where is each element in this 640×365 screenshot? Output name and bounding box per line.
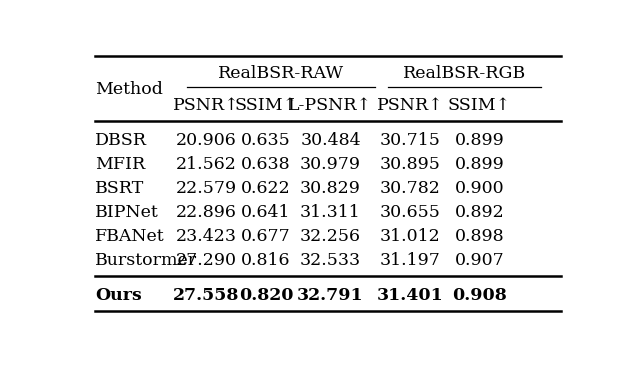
- Text: 22.896: 22.896: [176, 204, 237, 221]
- Text: 22.579: 22.579: [176, 180, 237, 197]
- Text: 23.423: 23.423: [176, 228, 237, 245]
- Text: SSIM↑: SSIM↑: [234, 97, 298, 114]
- Text: 27.290: 27.290: [176, 252, 237, 269]
- Text: L-PSNR↑: L-PSNR↑: [289, 97, 372, 114]
- Text: PSNR↑: PSNR↑: [173, 97, 240, 114]
- Text: 31.401: 31.401: [376, 287, 444, 304]
- Text: BIPNet: BIPNet: [95, 204, 159, 221]
- Text: RealBSR-RAW: RealBSR-RAW: [218, 65, 344, 82]
- Text: 30.895: 30.895: [380, 156, 440, 173]
- Text: 0.816: 0.816: [241, 252, 291, 269]
- Text: 30.782: 30.782: [380, 180, 440, 197]
- Text: 30.655: 30.655: [380, 204, 440, 221]
- Text: 32.533: 32.533: [300, 252, 361, 269]
- Text: 32.256: 32.256: [300, 228, 361, 245]
- Text: 30.484: 30.484: [300, 132, 361, 149]
- Text: 0.908: 0.908: [452, 287, 507, 304]
- Text: 0.635: 0.635: [241, 132, 291, 149]
- Text: RealBSR-RGB: RealBSR-RGB: [403, 65, 526, 82]
- Text: 30.829: 30.829: [300, 180, 361, 197]
- Text: 30.979: 30.979: [300, 156, 361, 173]
- Text: DBSR: DBSR: [95, 132, 147, 149]
- Text: PSNR↑: PSNR↑: [376, 97, 443, 114]
- Text: SSIM↑: SSIM↑: [448, 97, 511, 114]
- Text: 0.892: 0.892: [454, 204, 504, 221]
- Text: Ours: Ours: [95, 287, 141, 304]
- Text: 0.622: 0.622: [241, 180, 291, 197]
- Text: 0.820: 0.820: [239, 287, 293, 304]
- Text: 32.791: 32.791: [297, 287, 364, 304]
- Text: 0.641: 0.641: [241, 204, 291, 221]
- Text: 0.677: 0.677: [241, 228, 291, 245]
- Text: BSRT: BSRT: [95, 180, 144, 197]
- Text: Method: Method: [95, 81, 163, 98]
- Text: FBANet: FBANet: [95, 228, 164, 245]
- Text: 0.899: 0.899: [454, 132, 504, 149]
- Text: 20.906: 20.906: [176, 132, 237, 149]
- Text: 0.638: 0.638: [241, 156, 291, 173]
- Text: 31.311: 31.311: [300, 204, 361, 221]
- Text: 31.012: 31.012: [380, 228, 440, 245]
- Text: 0.900: 0.900: [454, 180, 504, 197]
- Text: 30.715: 30.715: [380, 132, 440, 149]
- Text: 31.197: 31.197: [380, 252, 440, 269]
- Text: 21.562: 21.562: [176, 156, 237, 173]
- Text: MFIR: MFIR: [95, 156, 145, 173]
- Text: Burstormer: Burstormer: [95, 252, 197, 269]
- Text: 27.558: 27.558: [173, 287, 239, 304]
- Text: 0.898: 0.898: [454, 228, 504, 245]
- Text: 0.907: 0.907: [454, 252, 504, 269]
- Text: 0.899: 0.899: [454, 156, 504, 173]
